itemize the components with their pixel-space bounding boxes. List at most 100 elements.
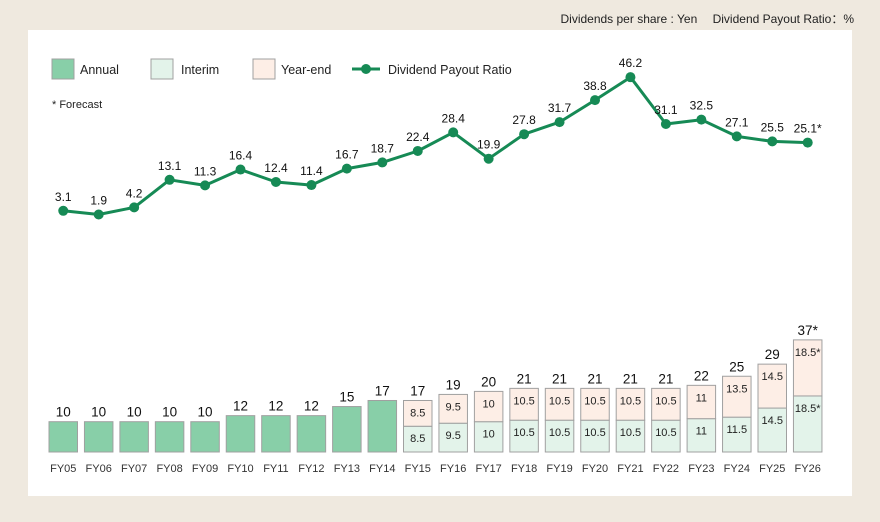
bar-interim-label: 10.5 xyxy=(513,427,534,439)
payout-ratio-line xyxy=(63,75,808,216)
bar-total-label: 10 xyxy=(91,405,106,420)
payout-point xyxy=(660,118,671,129)
payout-value-label: 25.5 xyxy=(761,120,785,134)
bar-interim xyxy=(722,416,752,453)
payout-value-label: 16.4 xyxy=(229,149,253,163)
bar-interim xyxy=(615,419,646,453)
bar-interim-label: 8.5 xyxy=(410,433,425,445)
bar-interim xyxy=(757,407,787,453)
bar-annual xyxy=(154,421,185,453)
payout-point xyxy=(625,72,636,83)
bar-interim xyxy=(403,425,433,453)
bar-total-label: 21 xyxy=(552,371,567,386)
x-tick-label: FY15 xyxy=(405,463,431,475)
x-tick-label: FY23 xyxy=(688,463,714,475)
x-tick-label: FY21 xyxy=(617,463,643,475)
payout-value-label: 18.7 xyxy=(371,141,395,155)
bar-total-label: 17 xyxy=(375,383,390,398)
payout-line-layer: 3.1 1.9 4.2 13.1 11.3 16.4 12.4 11.4 16.7 18.7 22.… xyxy=(55,56,822,220)
units-caption: Dividends per share : Yen Dividend Payou… xyxy=(548,10,854,27)
bar-yearend-label: 9.5 xyxy=(446,401,461,413)
bar-total-label: 29 xyxy=(765,347,780,362)
payout-value-label: 16.7 xyxy=(335,148,359,162)
x-tick-label: FY13 xyxy=(334,463,360,475)
payout-point xyxy=(767,136,778,147)
legend-label-payout: Dividend Payout Ratio xyxy=(388,63,512,77)
bar-yearend xyxy=(509,387,539,421)
bar-yearend-label: 18.5* xyxy=(795,347,821,359)
payout-value-label: 12.4 xyxy=(264,161,288,175)
bar-yearend xyxy=(792,339,823,397)
bar-total-label: 10 xyxy=(198,405,213,420)
x-tick-label: FY12 xyxy=(298,463,324,475)
bar-yearend-label: 10.5 xyxy=(549,395,570,407)
legend-swatch-annual xyxy=(51,58,75,80)
bar-yearend xyxy=(438,393,468,424)
x-tick-label: FY26 xyxy=(795,463,821,475)
payout-point xyxy=(58,205,69,216)
legend-swatch-interim xyxy=(150,58,174,80)
x-tick-label: FY16 xyxy=(440,463,466,475)
bar-interim-label: 11.5 xyxy=(727,424,748,436)
bar-interim xyxy=(686,418,717,453)
bar-total-label: 21 xyxy=(658,371,673,386)
payout-value-label: 11.4 xyxy=(300,164,323,178)
bar-interim-label: 10.5 xyxy=(655,427,676,439)
bar-interim-label: 11 xyxy=(696,426,707,438)
x-tick-label: FY11 xyxy=(263,463,288,475)
bar-total-label: 12 xyxy=(233,399,248,414)
x-tick-label: FY17 xyxy=(476,463,502,475)
bar-annual xyxy=(83,421,114,453)
bar-total-label: 17 xyxy=(410,383,425,398)
payout-value-label: 19.9 xyxy=(477,138,501,152)
payout-value-label: 22.4 xyxy=(406,130,430,144)
payout-point xyxy=(341,163,352,174)
payout-value-label: 27.1 xyxy=(725,115,749,129)
chart-panel: Annual Interim Year-end Dividend Payout … xyxy=(28,30,852,496)
payout-point xyxy=(200,180,211,191)
bar-interim-label: 10 xyxy=(483,429,495,441)
bar-yearend-label: 14.5 xyxy=(762,371,783,383)
bar-total-label: 12 xyxy=(304,399,319,414)
payout-value-label: 46.2 xyxy=(619,56,643,70)
payout-point xyxy=(731,131,742,142)
bar-annual xyxy=(48,421,78,453)
payout-point xyxy=(554,117,565,128)
bar-yearend xyxy=(544,387,575,421)
payout-point xyxy=(129,202,140,213)
legend-label-yearend: Year-end xyxy=(281,63,331,77)
payout-value-label: 31.7 xyxy=(548,101,572,115)
forecast-note: * Forecast xyxy=(52,99,102,111)
bar-yearend-label: 10.5 xyxy=(620,395,641,407)
bar-annual xyxy=(367,399,398,453)
bar-interim-label: 10.5 xyxy=(620,427,641,439)
bar-yearend-label: 10.5 xyxy=(655,395,676,407)
dividend-chart: Annual Interim Year-end Dividend Payout … xyxy=(48,56,823,475)
bar-total-label: 10 xyxy=(162,405,177,420)
payout-point xyxy=(270,176,281,187)
bar-annual xyxy=(261,415,291,453)
bar-yearend-label: 8.5 xyxy=(410,407,425,419)
bar-yearend xyxy=(722,375,752,418)
payout-point xyxy=(93,209,104,220)
x-tick-label: FY18 xyxy=(511,463,537,475)
bar-total-label: 37* xyxy=(798,323,819,338)
bar-total-label: 21 xyxy=(587,371,602,386)
bar-total-label: 19 xyxy=(446,377,461,392)
bar-total-label: 10 xyxy=(56,405,71,420)
bar-total-label: 20 xyxy=(481,374,496,389)
bar-annual xyxy=(119,421,149,453)
bar-total-label: 21 xyxy=(517,371,532,386)
bar-interim-label: 10.5 xyxy=(584,427,605,439)
bar-interim xyxy=(509,419,539,453)
x-tick-label: FY14 xyxy=(369,463,395,475)
bar-yearend xyxy=(615,387,646,421)
payout-point xyxy=(802,137,813,148)
legend-label-interim: Interim xyxy=(181,63,219,77)
bar-interim-label: 9.5 xyxy=(446,430,461,442)
bar-interim xyxy=(792,395,823,453)
payout-point xyxy=(412,145,423,156)
x-tick-label: FY07 xyxy=(121,463,147,475)
x-tick-label: FY10 xyxy=(227,463,253,475)
bar-interim-label: 18.5* xyxy=(795,403,821,415)
